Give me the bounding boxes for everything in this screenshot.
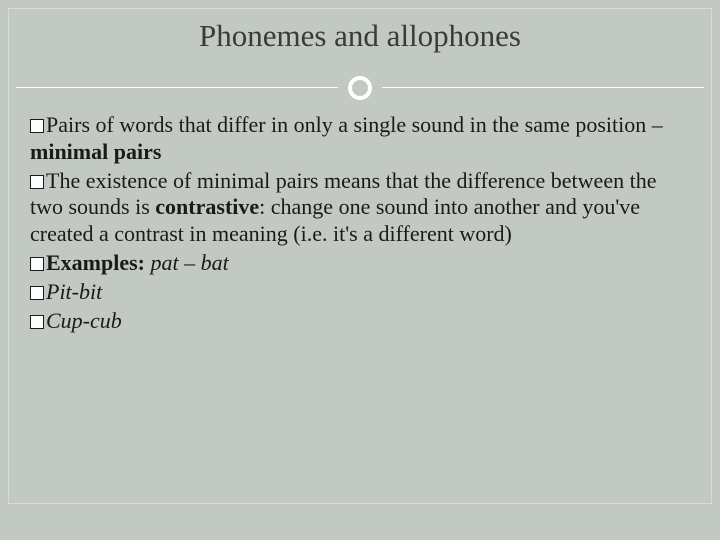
slide-title: Phonemes and allophones [0, 18, 720, 54]
bullet-box-icon [30, 257, 44, 271]
text-run: contrastive [155, 194, 259, 219]
text-run: minimal pairs [30, 139, 161, 164]
bullet-box-icon [30, 286, 44, 300]
bullet-box-icon [30, 119, 44, 133]
bullet-item: Pit-bit [30, 279, 690, 306]
title-area: Phonemes and allophones [0, 18, 720, 54]
divider-line-right [382, 87, 704, 88]
bullet-item: The existence of minimal pairs means tha… [30, 168, 690, 248]
bullet-box-icon [30, 175, 44, 189]
bullet-item: Pairs of words that differ in only a sin… [30, 112, 690, 166]
text-run: Examples: [46, 250, 151, 275]
text-run: Pairs of words that differ in only a sin… [46, 112, 663, 137]
divider-line-left [16, 87, 338, 88]
bullet-box-icon [30, 315, 44, 329]
bullet-item: Examples: pat – bat [30, 250, 690, 277]
divider-circle-icon [348, 76, 372, 100]
text-run: pat – bat [151, 250, 229, 275]
text-run: Pit-bit [46, 279, 102, 304]
title-divider [16, 76, 704, 100]
slide: Phonemes and allophones Pairs of words t… [0, 0, 720, 540]
text-run: Cup-cub [46, 308, 122, 333]
bullet-item: Cup-cub [30, 308, 690, 335]
body-content: Pairs of words that differ in only a sin… [30, 112, 690, 337]
